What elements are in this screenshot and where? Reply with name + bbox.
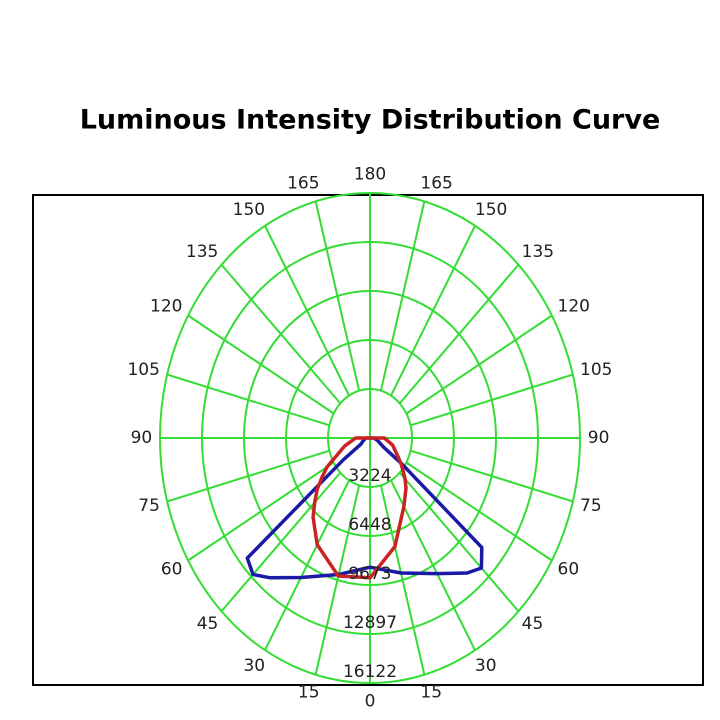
angle-label: 120 — [558, 296, 590, 316]
angle-label: 135 — [522, 242, 554, 262]
angle-label: 60 — [558, 560, 580, 580]
ring-label: 6448 — [348, 515, 391, 535]
angle-label: 150 — [233, 200, 265, 220]
intensity-curve — [245, 436, 484, 580]
grid-spoke — [220, 264, 342, 405]
grid-spoke — [187, 461, 335, 562]
angle-label: 45 — [197, 614, 219, 634]
grid-spoke — [166, 449, 330, 503]
angle-label: 75 — [580, 496, 602, 516]
ring-label: 12897 — [343, 613, 397, 633]
angle-label: 60 — [161, 560, 183, 580]
angle-label: 105 — [127, 360, 159, 380]
grid-spoke — [220, 471, 342, 612]
grid-spoke — [398, 264, 520, 405]
angle-label: 150 — [475, 200, 507, 220]
angle-label: 15 — [420, 682, 442, 702]
grid-spoke — [390, 225, 476, 397]
angle-label: 180 — [354, 165, 386, 185]
angle-label: 135 — [186, 242, 218, 262]
ring-label: 9673 — [348, 564, 391, 584]
grid-spoke — [379, 485, 426, 675]
angle-label: 105 — [580, 360, 612, 380]
chart-title: Luminous Intensity Distribution Curve — [80, 105, 661, 136]
grid-spoke — [314, 201, 361, 391]
angle-label: 30 — [475, 656, 497, 676]
angle-label: 90 — [131, 428, 153, 448]
angle-label: 120 — [150, 296, 182, 316]
grid-spoke — [410, 373, 574, 427]
grid-spoke — [166, 373, 330, 427]
grid-spoke — [398, 471, 520, 612]
angle-label: 165 — [287, 174, 319, 194]
grid-spoke — [410, 449, 574, 503]
grid-spoke — [314, 485, 361, 675]
angle-label: 0 — [365, 691, 376, 711]
grid-spoke — [187, 314, 335, 415]
grid-spoke — [405, 461, 553, 562]
angle-label: 165 — [420, 174, 452, 194]
intensity-curve — [311, 436, 408, 580]
grid-spoke — [264, 225, 350, 397]
angle-label: 75 — [138, 496, 160, 516]
ring-label: 3224 — [348, 466, 391, 486]
grid-spoke — [264, 479, 350, 651]
angle-label: 90 — [588, 428, 610, 448]
angle-label: 45 — [522, 614, 544, 634]
plot-frame — [32, 194, 704, 686]
ring-label: 16122 — [343, 662, 397, 682]
grid-spoke — [379, 201, 426, 391]
grid-spoke — [405, 314, 553, 415]
angle-label: 15 — [298, 682, 320, 702]
angle-label: 30 — [243, 656, 265, 676]
